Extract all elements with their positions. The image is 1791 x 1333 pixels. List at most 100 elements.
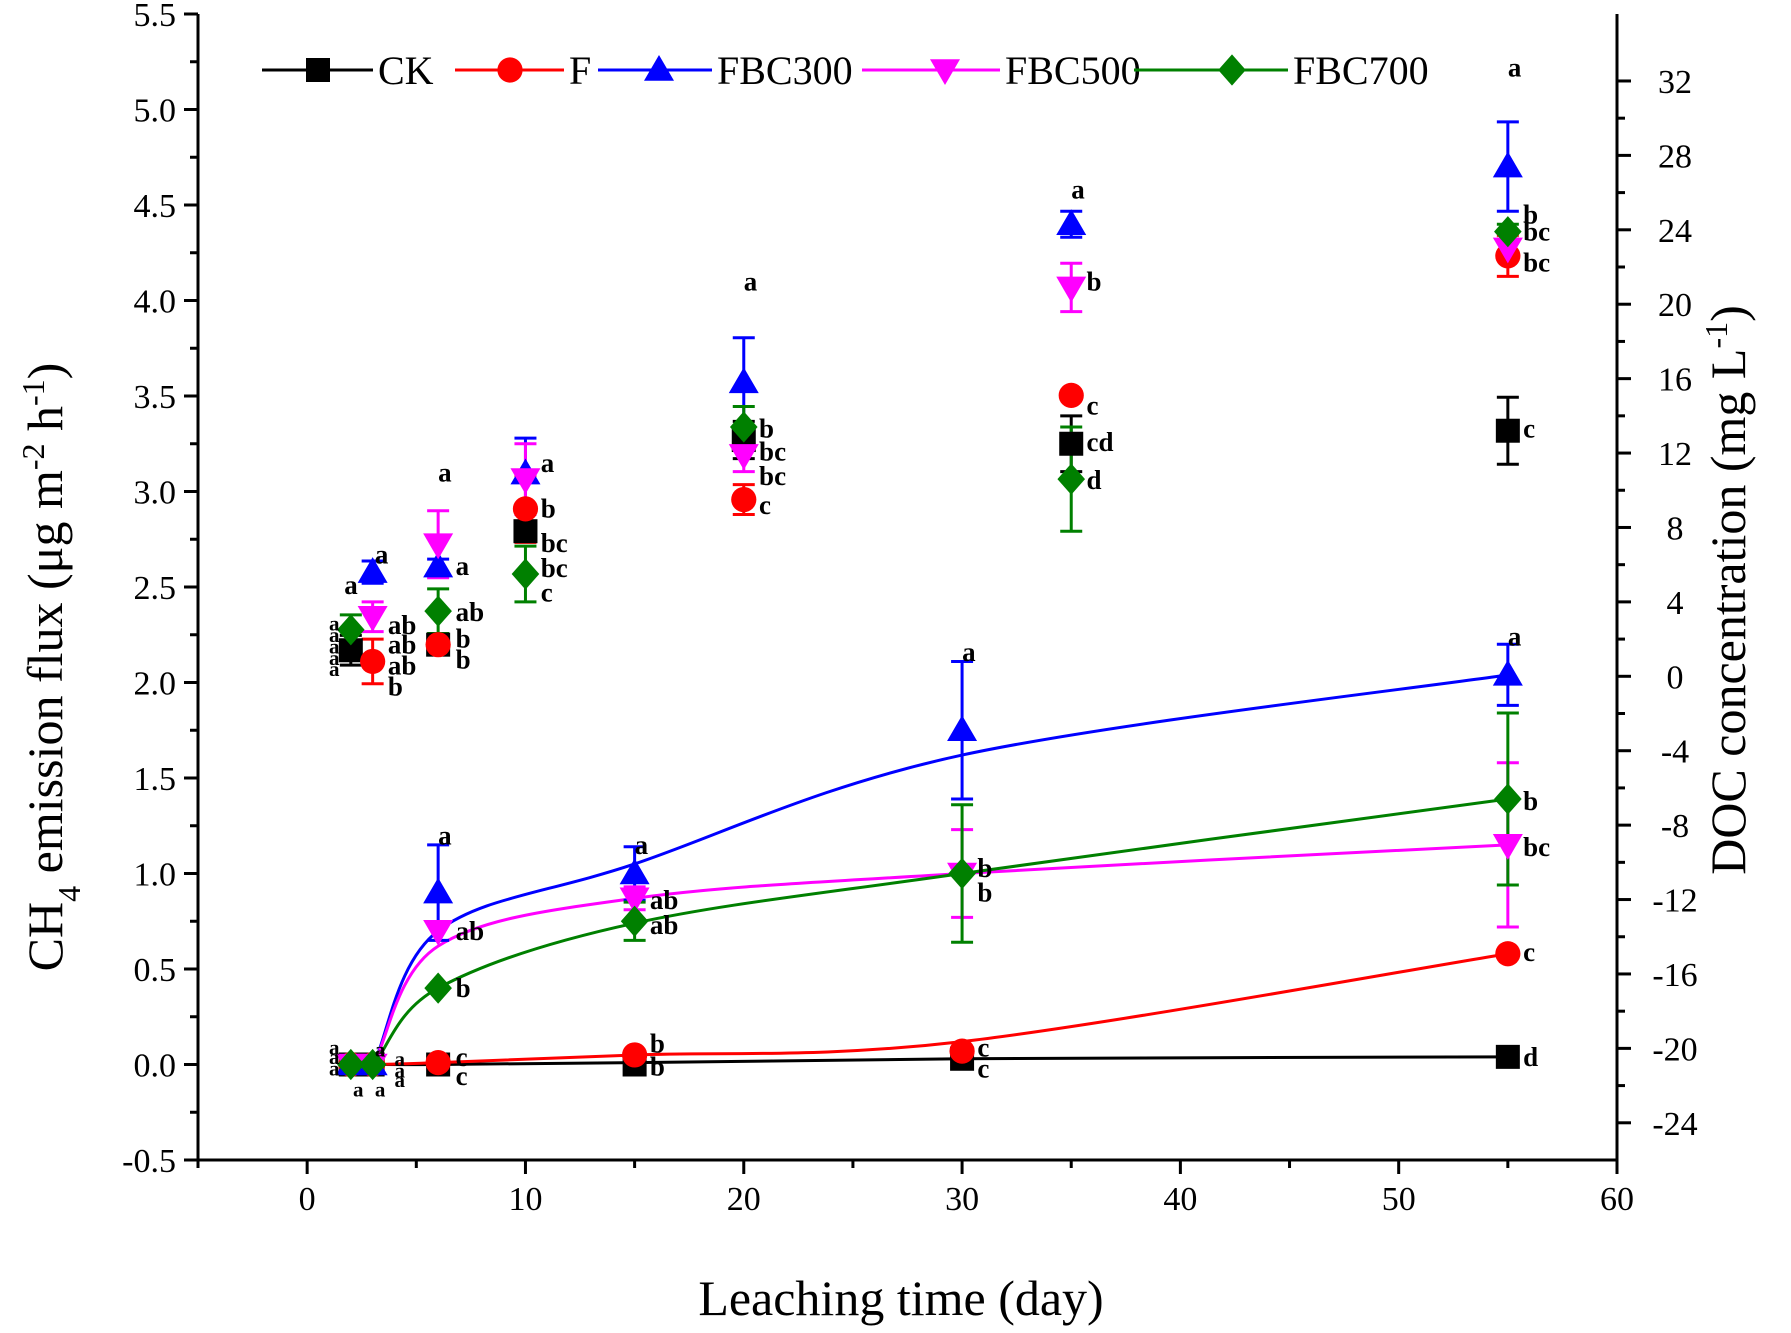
doc-point-f — [731, 486, 757, 513]
significance-label: d — [1087, 465, 1102, 495]
line-fbc700 — [350, 797, 1509, 1072]
significance-label: c — [456, 1061, 468, 1091]
doc-point-fbc700 — [1057, 463, 1086, 495]
significance-label: bc — [1523, 247, 1550, 277]
ch4-point-fbc500 — [423, 920, 454, 946]
significance-label: b — [977, 853, 992, 883]
fit-lines — [349, 673, 1509, 1076]
x-tick-label: 60 — [1600, 1181, 1634, 1218]
doc-point-fbc500 — [510, 468, 541, 495]
y-left-sup2: -1 — [15, 379, 51, 406]
y-left-tick-label: 4.5 — [134, 188, 177, 225]
significance-label: a — [635, 830, 649, 860]
y-right-tick-label: -24 — [1652, 1106, 1697, 1143]
y-left-tick-label: 2.5 — [134, 570, 177, 607]
x-tick-label: 50 — [1382, 1181, 1416, 1218]
significance-label: a — [438, 820, 452, 850]
doc-point-fbc500 — [1056, 276, 1087, 303]
x-axis-title: Leaching time (day) — [698, 1270, 1103, 1326]
significance-label: bc — [541, 528, 568, 558]
y-left-tick-label: 2.0 — [134, 666, 177, 703]
doc-point-fbc500 — [1492, 237, 1523, 264]
significance-label: bc — [759, 461, 786, 491]
doc-point-fbc700 — [511, 558, 540, 590]
significance-label: b — [541, 494, 556, 524]
ch4-point-fbc500 — [619, 887, 650, 914]
x-tick-label: 30 — [945, 1181, 979, 1218]
doc-point-fbc700 — [337, 614, 365, 646]
y-left-suffix: ) — [17, 363, 73, 380]
ch4-point-fbc300 — [1492, 659, 1523, 686]
doc-point-fbc300 — [1492, 151, 1523, 178]
significance-label: b — [977, 878, 992, 908]
y-axis-right-title: DOC concentration (mg L-1) — [1698, 305, 1756, 875]
significance-label: a — [375, 1037, 386, 1061]
significance-label: a — [394, 1058, 405, 1082]
ch4-point-fbc700 — [424, 972, 452, 1004]
significance-label: cd — [1087, 427, 1114, 457]
doc-point-ck — [513, 519, 538, 544]
significance-label: a — [375, 540, 389, 570]
y-left-tick-label: 3.0 — [134, 475, 177, 512]
ch4-point-fbc700 — [948, 857, 976, 890]
significance-label: c — [456, 1042, 468, 1072]
y-left-tick-label: -0.5 — [122, 1143, 176, 1180]
significance-label: a — [962, 637, 976, 667]
y-right-tick-label: 16 — [1658, 362, 1692, 399]
significance-label: a — [394, 1068, 405, 1092]
significance-label: a — [375, 1077, 386, 1101]
y-axis-left-title: CH4 emission flux (μg m-2 h-1) — [15, 363, 87, 972]
ch4-point-f — [425, 1049, 451, 1076]
legend-label-f: F — [569, 48, 591, 93]
y-left-tick-label: 1.5 — [134, 761, 177, 798]
doc-point-fbc300 — [1056, 209, 1087, 236]
doc-point-ck — [1059, 431, 1084, 456]
doc-point-fbc300 — [423, 551, 454, 578]
y-left-sup1: -2 — [15, 444, 51, 471]
y-right-suffix: ) — [1700, 305, 1756, 322]
significance-label: a — [744, 266, 758, 296]
y-right-tick-label: -12 — [1652, 883, 1697, 920]
doc-point-fbc500 — [423, 533, 454, 560]
doc-point-fbc500 — [728, 444, 759, 470]
significance-label: c — [977, 1032, 989, 1062]
significance-label: ab — [388, 629, 417, 659]
doc-point-f — [360, 648, 386, 675]
significance-label: a — [329, 1056, 340, 1080]
y-left-tick-label: 0.5 — [134, 952, 177, 989]
y-right-tick-label: 32 — [1658, 64, 1692, 101]
ch4-point-fbc300 — [619, 858, 650, 885]
significance-label: a — [1071, 175, 1085, 205]
legend-marker-fbc300 — [644, 55, 674, 81]
axes: 0 10 20 30 40 50 60-0.50.00.51.01.52.02.53.03.… — [122, 0, 1697, 1218]
significance-label: a — [329, 1045, 340, 1069]
y-right-prefix: DOC concentration (mg L — [1700, 349, 1756, 875]
significance-label: a — [329, 646, 340, 670]
significance-label: b — [1523, 200, 1538, 230]
y-right-tick-label: 20 — [1658, 287, 1692, 324]
y-right-tick-label: 0 — [1667, 659, 1684, 696]
significance-label: a — [329, 611, 340, 635]
legend-label-fbc300: FBC300 — [717, 48, 853, 93]
y-left-tick-label: 1.0 — [134, 857, 177, 894]
legend-marker-fbc700 — [1218, 54, 1246, 86]
significance-labels: aaaaaaaabababbaaabbbabbcbccabbcbccabccdd… — [329, 52, 1550, 1101]
y-left-mid2: h — [17, 406, 73, 444]
significance-label: a — [329, 1035, 340, 1059]
ch4-point-fbc700 — [620, 905, 649, 937]
legend-marker-f — [497, 57, 523, 83]
significance-label: b — [759, 413, 774, 443]
significance-label: a — [1508, 52, 1522, 82]
doc-point-fbc300 — [357, 557, 388, 583]
significance-label: ab — [388, 610, 417, 640]
significance-label: a — [329, 623, 340, 647]
y-left-tick-label: 0.0 — [134, 1048, 177, 1085]
line-f — [350, 952, 1509, 1067]
y-right-tick-label: 8 — [1667, 510, 1684, 547]
significance-label: c — [977, 1053, 989, 1083]
doc-point-fbc700 — [424, 595, 452, 627]
significance-label: c — [1523, 937, 1535, 967]
ch4-point-ck — [1495, 1044, 1520, 1069]
line-fbc500 — [350, 843, 1508, 1075]
significance-label: c — [1087, 391, 1099, 421]
